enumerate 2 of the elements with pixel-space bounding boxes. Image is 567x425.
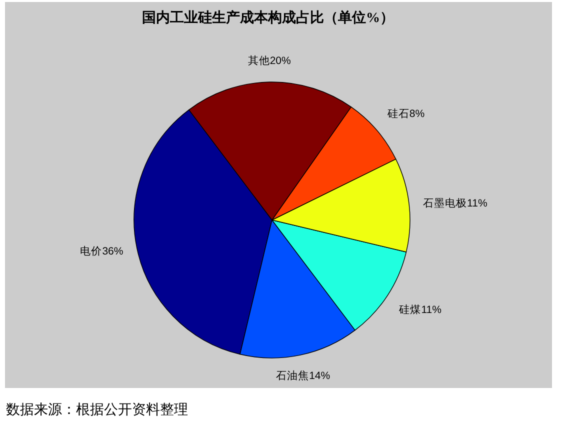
annotation: 数据来源：根据公开资料整理 [6,401,188,417]
title: 国内工业硅生产成本构成占比（单位%） [142,11,394,26]
